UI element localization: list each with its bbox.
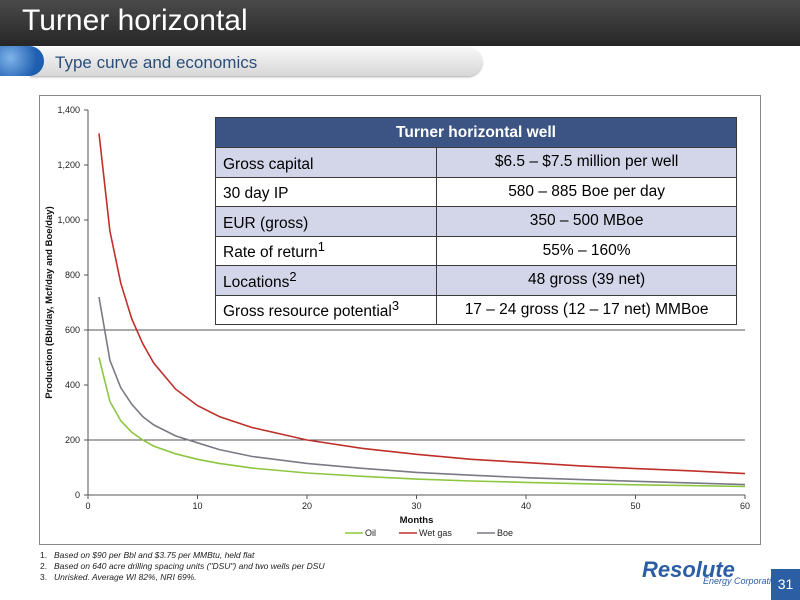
row-label: EUR (gross) xyxy=(214,206,438,237)
series-line-oil xyxy=(98,357,746,488)
legend-label: Oil xyxy=(365,528,376,538)
legend-label: Boe xyxy=(497,528,513,538)
x-tick-label: 30 xyxy=(411,501,421,511)
row-value: $6.5 – $7.5 million per well xyxy=(436,147,737,178)
table-row: EUR (gross) 350 – 500 MBoe xyxy=(214,206,737,237)
subtitle-pill xyxy=(30,48,482,76)
subtitle-accent-shape xyxy=(0,46,44,76)
row-label: Locations2 xyxy=(214,265,438,296)
x-tick-label: 50 xyxy=(630,501,640,511)
slide-subtitle: Type curve and economics xyxy=(55,53,258,72)
y-tick-label: 200 xyxy=(65,435,80,445)
footnote: 3. Unrisked. Average WI 82%, NRI 69%. xyxy=(40,572,197,582)
row-value: 55% – 160% xyxy=(436,235,737,266)
row-value: 17 – 24 gross (12 – 17 net) MMBoe xyxy=(436,294,737,325)
x-tick-label: 60 xyxy=(740,501,750,511)
x-axis-label: Months xyxy=(400,515,434,526)
row-value: 350 – 500 MBoe xyxy=(436,206,737,237)
x-tick-label: 40 xyxy=(521,501,531,511)
y-axis-label: Production (Bbl/day, Mcf/day and Boe/day… xyxy=(44,206,55,398)
page-number: 31 xyxy=(771,569,800,600)
series-line-boe xyxy=(98,296,746,486)
y-tick-label: 0 xyxy=(75,490,80,500)
series-line-wet-gas xyxy=(98,133,746,475)
company-logo-subtitle: Energy Corporation xyxy=(703,576,782,586)
company-logo: Resolute xyxy=(642,557,735,582)
footnote: 1. Based on $90 per Bbl and $3.75 per MMB… xyxy=(40,550,255,560)
table-row: 30 day IP 580 – 885 Boe per day xyxy=(214,176,737,207)
row-label: Gross capital xyxy=(214,147,438,178)
x-tick-label: 20 xyxy=(302,501,312,511)
title-bar xyxy=(0,0,800,46)
y-tick-label: 800 xyxy=(65,270,80,280)
row-value: 580 – 885 Boe per day xyxy=(436,176,737,207)
x-tick-label: 10 xyxy=(192,501,202,511)
legend-label: Wet gas xyxy=(419,528,452,538)
footnotes: 1. Based on $90 per Bbl and $3.75 per MMB… xyxy=(40,550,325,583)
economics-table: Turner horizontal well Gross capital $6.… xyxy=(214,117,737,325)
table-header: Turner horizontal well xyxy=(215,117,737,148)
y-tick-label: 1,000 xyxy=(57,215,80,225)
y-tick-label: 600 xyxy=(65,325,80,335)
y-tick-label: 1,200 xyxy=(57,160,80,170)
y-tick-label: 1,400 xyxy=(57,105,80,115)
table-row: Rate of return1 55% – 160% xyxy=(214,235,737,266)
x-tick-label: 0 xyxy=(85,501,90,511)
row-label: Gross resource potential3 xyxy=(214,294,438,325)
footnote: 2. Based on 640 acre drilling spacing uni… xyxy=(40,561,325,571)
slide-title: Turner horizontal xyxy=(22,4,248,37)
table-header-row: Turner horizontal well xyxy=(215,117,737,148)
table-row: Gross capital $6.5 – $7.5 million per we… xyxy=(214,147,737,178)
y-tick-label: 400 xyxy=(65,380,80,390)
table-row: Gross resource potential3 17 – 24 gross … xyxy=(214,294,737,325)
row-label: Rate of return1 xyxy=(214,235,438,266)
row-value: 48 gross (39 net) xyxy=(436,265,737,296)
table-row: Locations2 48 gross (39 net) xyxy=(214,265,737,296)
row-label: 30 day IP xyxy=(214,176,438,207)
